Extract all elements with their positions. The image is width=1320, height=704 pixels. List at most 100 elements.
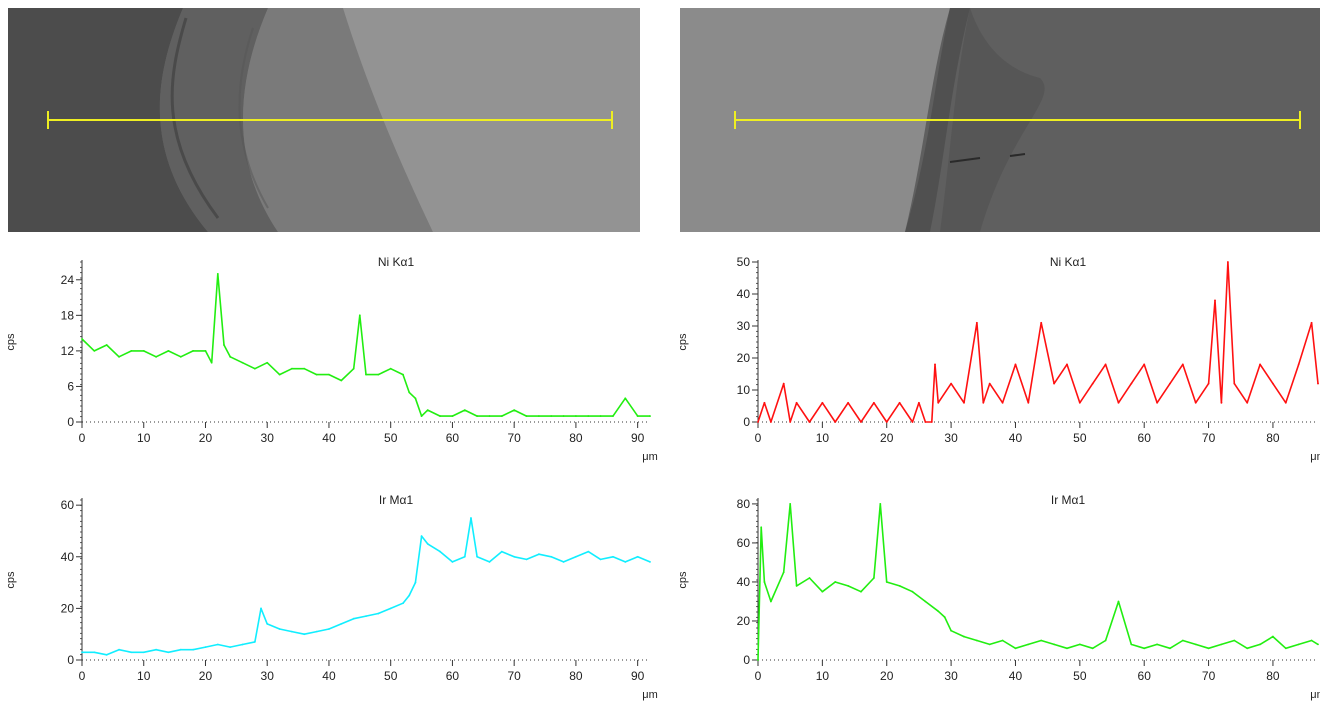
- x-tick-label: 50: [384, 669, 398, 683]
- chart-title: Ni Kα1: [378, 255, 415, 269]
- data-point: [155, 649, 157, 651]
- data-point: [501, 415, 503, 417]
- data-point: [600, 415, 602, 417]
- x-tick-label: 40: [1009, 669, 1023, 683]
- data-point: [834, 421, 836, 423]
- data-point: [180, 649, 182, 651]
- data-point: [1221, 402, 1223, 404]
- y-tick-label: 80: [737, 497, 751, 511]
- x-tick-label: 90: [631, 669, 645, 683]
- x-axis-label: μm: [642, 451, 658, 463]
- data-point: [377, 613, 379, 615]
- data-point: [899, 585, 901, 587]
- data-point: [168, 350, 170, 352]
- data-point: [879, 503, 881, 505]
- data-point: [223, 344, 225, 346]
- data-point: [464, 556, 466, 558]
- data-point: [211, 362, 213, 364]
- data-point: [1221, 643, 1223, 645]
- data-point: [526, 415, 528, 417]
- series-line: [82, 274, 650, 416]
- data-point: [764, 581, 766, 583]
- data-point: [1105, 364, 1107, 366]
- x-tick-label: 10: [816, 431, 830, 445]
- x-tick-label: 50: [384, 431, 398, 445]
- data-point: [1298, 364, 1300, 366]
- x-tick-label: 80: [569, 431, 583, 445]
- data-point: [130, 651, 132, 653]
- x-tick-label: 70: [1202, 431, 1216, 445]
- data-point: [1092, 383, 1094, 385]
- data-point: [612, 556, 614, 558]
- data-point: [550, 415, 552, 417]
- y-tick-label: 60: [737, 536, 751, 550]
- data-point: [976, 640, 978, 642]
- data-point: [489, 561, 491, 563]
- data-point: [1156, 643, 1158, 645]
- data-point: [390, 368, 392, 370]
- data-point: [789, 421, 791, 423]
- y-tick-label: 40: [737, 575, 751, 589]
- data-point: [1195, 643, 1197, 645]
- data-point: [1259, 643, 1261, 645]
- data-point: [260, 607, 262, 609]
- data-point: [1298, 643, 1300, 645]
- data-point: [353, 368, 355, 370]
- y-tick-label: 24: [61, 273, 75, 287]
- data-point: [1053, 383, 1055, 385]
- series-line: [82, 518, 650, 655]
- data-point: [1259, 364, 1261, 366]
- y-tick-label: 50: [737, 255, 751, 269]
- data-point: [937, 610, 939, 612]
- x-tick-label: 20: [199, 431, 213, 445]
- x-tick-label: 0: [755, 669, 762, 683]
- data-point: [205, 646, 207, 648]
- data-point: [303, 368, 305, 370]
- data-point: [1227, 261, 1229, 263]
- x-tick-label: 30: [944, 431, 958, 445]
- data-point: [637, 415, 639, 417]
- y-tick-label: 20: [61, 601, 75, 615]
- y-tick-label: 0: [67, 415, 74, 429]
- data-point: [143, 651, 145, 653]
- data-point: [464, 409, 466, 411]
- data-point: [847, 402, 849, 404]
- data-point: [587, 415, 589, 417]
- data-point: [809, 421, 811, 423]
- data-point: [242, 362, 244, 364]
- x-axis-label: μm: [1310, 451, 1320, 463]
- data-point: [1002, 402, 1004, 404]
- y-tick-label: 40: [737, 287, 751, 301]
- data-point: [886, 421, 888, 423]
- data-point: [1311, 322, 1313, 324]
- x-axis-label: μm: [1310, 689, 1320, 701]
- data-point: [912, 591, 914, 593]
- data-point: [118, 649, 120, 651]
- data-point: [501, 551, 503, 553]
- data-point: [1040, 322, 1042, 324]
- data-point: [414, 397, 416, 399]
- data-point: [1285, 647, 1287, 649]
- data-point: [821, 402, 823, 404]
- data-point: [303, 633, 305, 635]
- data-point: [796, 585, 798, 587]
- data-point: [924, 421, 926, 423]
- data-point: [1233, 640, 1235, 642]
- data-point: [266, 623, 268, 625]
- x-tick-label: 70: [1202, 669, 1216, 683]
- data-point: [1208, 383, 1210, 385]
- data-point: [783, 571, 785, 573]
- data-point: [291, 368, 293, 370]
- chart-svg: Ir Mα1 0 20 40 60 0 10 20 30 40 50 60 70 80 90 cps μm: [0, 488, 660, 704]
- x-tick-label: 20: [880, 431, 894, 445]
- y-tick-label: 40: [61, 550, 75, 564]
- data-point: [291, 631, 293, 633]
- data-point: [513, 409, 515, 411]
- data-point: [538, 553, 540, 555]
- chart-left-ir: Ir Mα1 0 20 40 60 0 10 20 30 40 50 60 70 80 90 cps μm: [0, 488, 660, 704]
- chart-svg: Ir Mα1 0 20 40 60 80 0 10 20 30 40 50 60 70 80 cps μm: [672, 488, 1320, 704]
- data-point: [1311, 640, 1313, 642]
- data-point: [316, 374, 318, 376]
- data-point: [316, 631, 318, 633]
- data-point: [1195, 402, 1197, 404]
